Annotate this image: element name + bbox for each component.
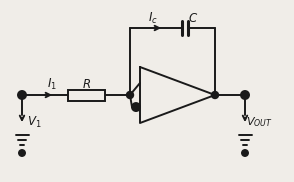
Text: $C$: $C$ <box>188 11 198 25</box>
Text: $R$: $R$ <box>83 78 91 90</box>
Circle shape <box>126 92 133 98</box>
Circle shape <box>19 150 25 156</box>
Text: $I_c$: $I_c$ <box>148 10 158 25</box>
Circle shape <box>211 92 218 98</box>
Text: $V_{OUT}$: $V_{OUT}$ <box>246 115 272 129</box>
Circle shape <box>18 91 26 99</box>
Bar <box>68 90 105 100</box>
Text: $I_1$: $I_1$ <box>47 76 57 92</box>
Text: $V_1$: $V_1$ <box>27 114 41 130</box>
Circle shape <box>241 91 249 99</box>
Circle shape <box>242 150 248 156</box>
Circle shape <box>132 103 140 111</box>
